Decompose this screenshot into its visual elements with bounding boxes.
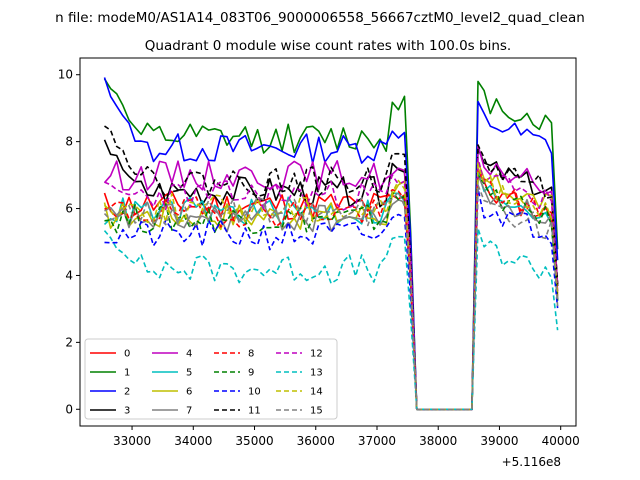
series-line-15 bbox=[103, 184, 559, 411]
axes-frame bbox=[79, 57, 577, 427]
legend-label-12: 12 bbox=[310, 349, 323, 360]
legend-label-10: 10 bbox=[248, 387, 261, 398]
series-line-10 bbox=[104, 187, 559, 411]
series-line-14 bbox=[103, 164, 559, 411]
legend-box bbox=[84, 338, 338, 420]
legend-label-11: 11 bbox=[248, 406, 261, 417]
legend-label-6: 6 bbox=[186, 387, 192, 398]
x-tick-label: 35000 bbox=[235, 434, 273, 448]
x-offset-text: +5.116e8 bbox=[502, 455, 561, 469]
y-tick-label: 4 bbox=[65, 268, 73, 282]
x-tick-label: 37000 bbox=[358, 434, 396, 448]
x-tick-label: 40000 bbox=[542, 434, 580, 448]
y-tick-label: 2 bbox=[65, 335, 73, 349]
x-tick-label: 34000 bbox=[174, 434, 212, 448]
y-axis: 0 2 4 6 8 10 bbox=[58, 68, 80, 416]
series-line-12 bbox=[104, 157, 559, 411]
legend-label-4: 4 bbox=[186, 349, 192, 360]
series-line-2 bbox=[103, 77, 559, 411]
legend-label-13: 13 bbox=[310, 368, 323, 379]
x-tick-label: 36000 bbox=[297, 434, 335, 448]
legend-label-15: 15 bbox=[310, 406, 323, 417]
series-line-13 bbox=[103, 227, 559, 411]
series-line-9 bbox=[104, 174, 559, 411]
legend-label-9: 9 bbox=[248, 368, 254, 379]
x-tick-label: 33000 bbox=[113, 434, 151, 448]
plot-lines bbox=[103, 77, 559, 411]
y-tick-label: 8 bbox=[65, 135, 73, 149]
y-tick-label: 10 bbox=[58, 68, 73, 82]
series-line-8 bbox=[104, 167, 559, 411]
legend-label-2: 2 bbox=[124, 387, 130, 398]
series-line-7 bbox=[104, 174, 559, 411]
x-tick-label: 39000 bbox=[480, 434, 518, 448]
legend-label-14: 14 bbox=[310, 387, 323, 398]
legend-label-5: 5 bbox=[186, 368, 192, 379]
legend-label-8: 8 bbox=[248, 349, 254, 360]
chart-title: Quadrant 0 module wise count rates with … bbox=[145, 38, 511, 54]
legend-label-3: 3 bbox=[124, 406, 130, 417]
x-tick-label: 38000 bbox=[419, 434, 457, 448]
series-line-11 bbox=[104, 125, 559, 411]
y-tick-label: 6 bbox=[65, 202, 73, 216]
legend-label-0: 0 bbox=[124, 349, 130, 360]
y-tick-label: 0 bbox=[65, 402, 73, 416]
x-axis: 33000 34000 35000 36000 37000 38000 39000 40000 bbox=[113, 426, 580, 448]
chart-suptitle: n file: modeM0/AS1A14_083T06_9000006558_… bbox=[55, 10, 585, 26]
legend-label-1: 1 bbox=[124, 368, 130, 379]
series-line-4 bbox=[103, 144, 559, 411]
legend-label-7: 7 bbox=[186, 406, 192, 417]
